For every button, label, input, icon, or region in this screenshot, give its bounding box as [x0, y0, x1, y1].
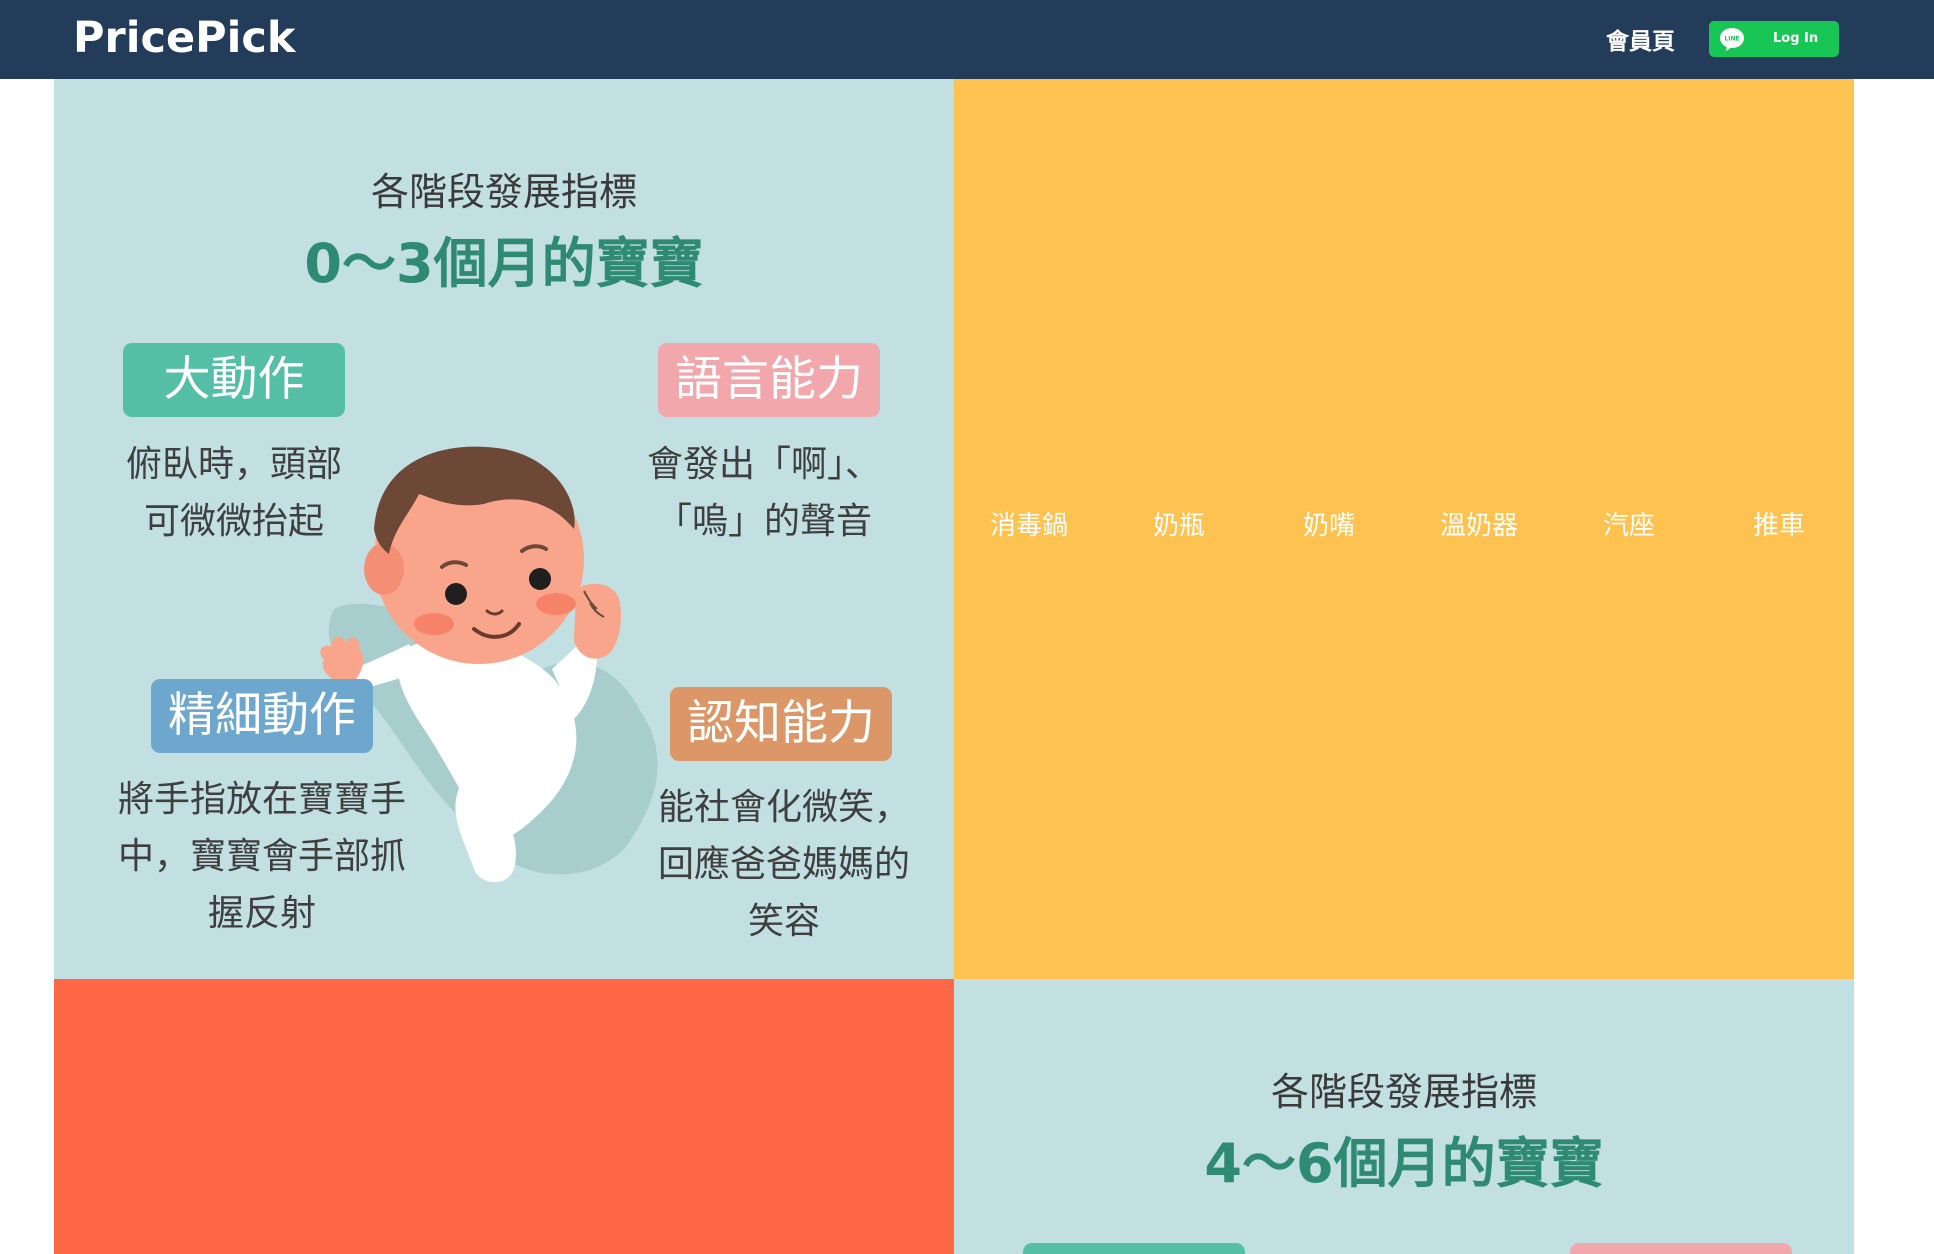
stage-subtitle: 各階段發展指標 — [370, 170, 637, 214]
tag-gross-motor-peek — [1023, 1243, 1245, 1254]
stage-4-6-panel: 各階段發展指標 4～6個月的寶寶 — [954, 979, 1854, 1254]
tag-cognitive: 認知能力 — [670, 687, 892, 761]
category-bottle[interactable]: 奶瓶 — [1152, 511, 1205, 541]
member-page-link[interactable]: 會員頁 — [1606, 29, 1675, 55]
login-label: Log In — [1773, 31, 1819, 46]
category-bottle-warmer[interactable]: 溫奶器 — [1439, 511, 1518, 541]
stage-0-3-panel: 各階段發展指標 0～3個月的寶寶 大動作 — [54, 79, 954, 979]
desc-cognitive: 能社會化微笑， 回應爸爸媽媽的 笑容 — [657, 787, 910, 942]
desc-gross-motor: 俯臥時，頭部 可微微抬起 — [125, 444, 342, 542]
baby-illustration — [320, 446, 658, 883]
tag-fine-motor: 精細動作 — [151, 679, 373, 753]
stage-title: 0～3個月的寶寶 — [304, 232, 704, 295]
red-feature-panel — [54, 979, 954, 1254]
desc-fine-motor: 將手指放在寶寶手 中，寶寶會手部抓 握反射 — [117, 779, 406, 934]
category-panel: 消毒鍋 奶瓶 奶嘴 溫奶器 汽座 推車 — [954, 79, 1854, 979]
category-pacifier[interactable]: 奶嘴 — [1302, 511, 1355, 541]
category-car-seat[interactable]: 汽座 — [1602, 511, 1655, 541]
site-logo[interactable]: PricePick — [73, 13, 296, 63]
category-stroller[interactable]: 推車 — [1752, 511, 1805, 541]
desc-language: 會發出「啊」、 「嗚」的聲音 — [646, 444, 881, 542]
stage-title: 4～6個月的寶寶 — [1204, 1132, 1604, 1195]
stage-subtitle: 各階段發展指標 — [1270, 1070, 1537, 1114]
category-sterilizer[interactable]: 消毒鍋 — [989, 511, 1068, 541]
tag-gross-motor: 大動作 — [123, 343, 345, 417]
tag-language-peek — [1570, 1243, 1792, 1254]
tag-language: 語言能力 — [658, 343, 880, 417]
line-logo-icon: LINE — [1720, 28, 1744, 51]
line-login-button[interactable]: LINE Log In — [1709, 21, 1839, 57]
category-list: 消毒鍋 奶瓶 奶嘴 溫奶器 汽座 推車 — [954, 505, 1854, 555]
line-logo-text: LINE — [1724, 36, 1739, 43]
top-navbar: PricePick 會員頁 LINE Log In — [0, 0, 1934, 79]
